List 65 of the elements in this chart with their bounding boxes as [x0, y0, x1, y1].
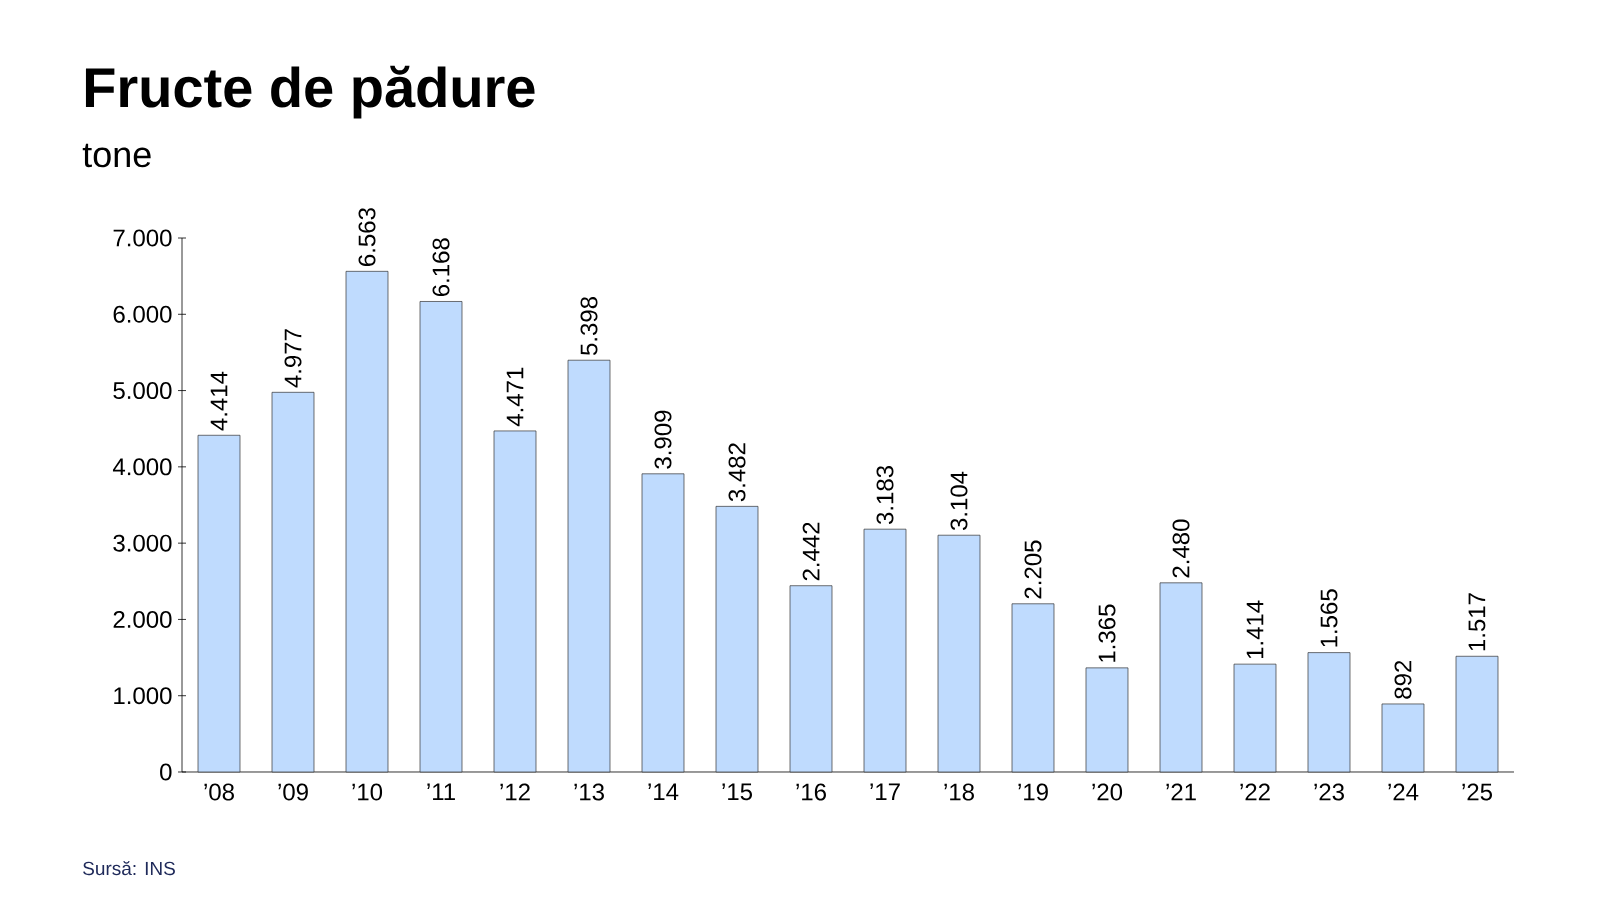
data-label: 6.168: [432, 238, 450, 297]
x-tick-label: ’23: [1314, 783, 1344, 801]
text: Sursă: INS: [83, 860, 175, 876]
data-label: 2.480: [1172, 519, 1190, 578]
data-label: 3.104: [950, 471, 968, 531]
bar: [1381, 703, 1425, 773]
bar: [493, 430, 537, 773]
data-label: 1.517: [1468, 593, 1486, 651]
x-tick-label: ’20: [1092, 783, 1123, 801]
y-tick-label: 2.000: [113, 610, 172, 628]
x-tick-label: ’19: [1018, 783, 1048, 801]
x-tick-label: ’16: [796, 783, 826, 801]
x-tick-label: ’11: [427, 783, 455, 801]
data-label: 892: [1394, 660, 1412, 699]
bar: [1159, 582, 1203, 773]
y-tick-label: 6.000: [113, 305, 172, 323]
bar: [715, 506, 759, 773]
x-tick-label: ’22: [1240, 783, 1270, 801]
data-label: 2.205: [1024, 540, 1042, 599]
data-label: 1.565: [1320, 589, 1338, 647]
x-tick-label: ’10: [352, 783, 383, 801]
x-tick-label: ’14: [648, 783, 679, 801]
data-label: 5.398: [580, 297, 598, 356]
bar: [863, 528, 907, 773]
bar: [197, 434, 241, 773]
y-tick-label: 0: [160, 763, 172, 781]
bar: [1307, 652, 1351, 773]
bar: [937, 534, 981, 773]
bar: [1233, 663, 1277, 773]
data-label: 3.482: [728, 443, 746, 502]
x-tick-label: ’15: [722, 783, 752, 801]
x-tick-label: ’12: [500, 783, 530, 801]
bar: [1011, 603, 1055, 773]
data-label: 6.563: [358, 208, 376, 266]
chart-subtitle: tone: [82, 143, 151, 168]
x-tick-label: ’08: [204, 783, 234, 801]
data-label: 4.977: [284, 329, 302, 388]
x-tick-label: ’18: [944, 783, 974, 801]
data-label: 1.414: [1246, 600, 1264, 659]
x-tick-label: ’09: [278, 783, 308, 801]
y-tick-label: 3.000: [113, 534, 172, 552]
x-tick-label: ’24: [1388, 783, 1419, 801]
bar: [641, 473, 685, 773]
bar: [1085, 667, 1129, 773]
x-tick-label: ’17: [870, 783, 900, 801]
bar: [271, 391, 315, 773]
bar: [419, 301, 463, 773]
data-label: 4.414: [210, 371, 228, 431]
data-label: 3.183: [876, 465, 894, 525]
data-label: 3.909: [654, 410, 672, 469]
bar: [1455, 655, 1499, 773]
y-tick-label: 5.000: [113, 382, 172, 400]
y-tick-label: 4.000: [112, 458, 172, 476]
data-label: 2.442: [802, 522, 820, 581]
data-label: 1.365: [1098, 604, 1116, 662]
x-tick-label: ’21: [1166, 783, 1196, 801]
bar: [345, 270, 389, 773]
x-tick-label: ’25: [1462, 783, 1492, 801]
chart-title: Fructe de pădure: [85, 65, 535, 119]
data-label: 4.471: [506, 367, 524, 427]
bar: [789, 585, 833, 773]
bar: [567, 359, 611, 773]
x-tick-label: ’13: [574, 783, 604, 801]
y-tick-label: 7.000: [113, 229, 172, 247]
y-tick-label: 1.000: [114, 687, 172, 705]
